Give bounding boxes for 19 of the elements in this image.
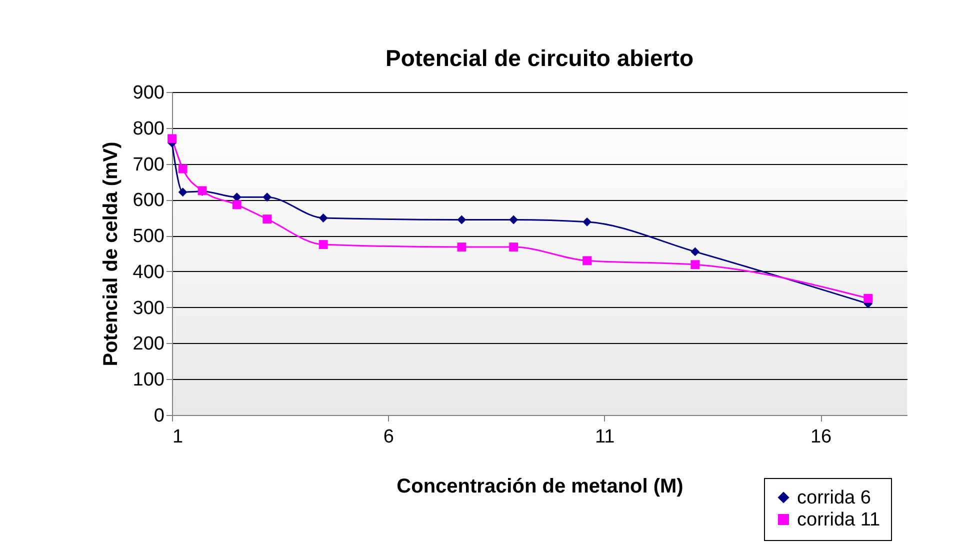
y-tick-label: 400 xyxy=(132,262,164,283)
y-tick-label: 900 xyxy=(132,82,164,104)
x-tick-label: 6 xyxy=(383,426,394,448)
y-tick-label: 700 xyxy=(132,154,164,176)
chart-title: Potencial de circuito abierto xyxy=(385,45,694,71)
x-tick-label: 1 xyxy=(172,426,184,448)
legend-label: corrida 11 xyxy=(797,510,880,530)
x-tick-label: 11 xyxy=(594,426,615,448)
x-tick-label: 16 xyxy=(810,426,832,448)
y-tick-label: 100 xyxy=(132,370,164,391)
x-axis-title: Concentración de metanol (M) xyxy=(396,476,684,498)
y-tick-label: 500 xyxy=(132,226,164,248)
y-axis-title: Potencial de celda (mV) xyxy=(100,142,122,366)
y-tick-label: 0 xyxy=(154,406,164,426)
y-tick-label: 600 xyxy=(132,190,164,212)
y-tick-label: 800 xyxy=(132,118,164,140)
y-tick-label: 300 xyxy=(132,298,164,319)
legend-label: corrida 6 xyxy=(797,488,871,508)
y-tick-label: 200 xyxy=(132,334,164,355)
